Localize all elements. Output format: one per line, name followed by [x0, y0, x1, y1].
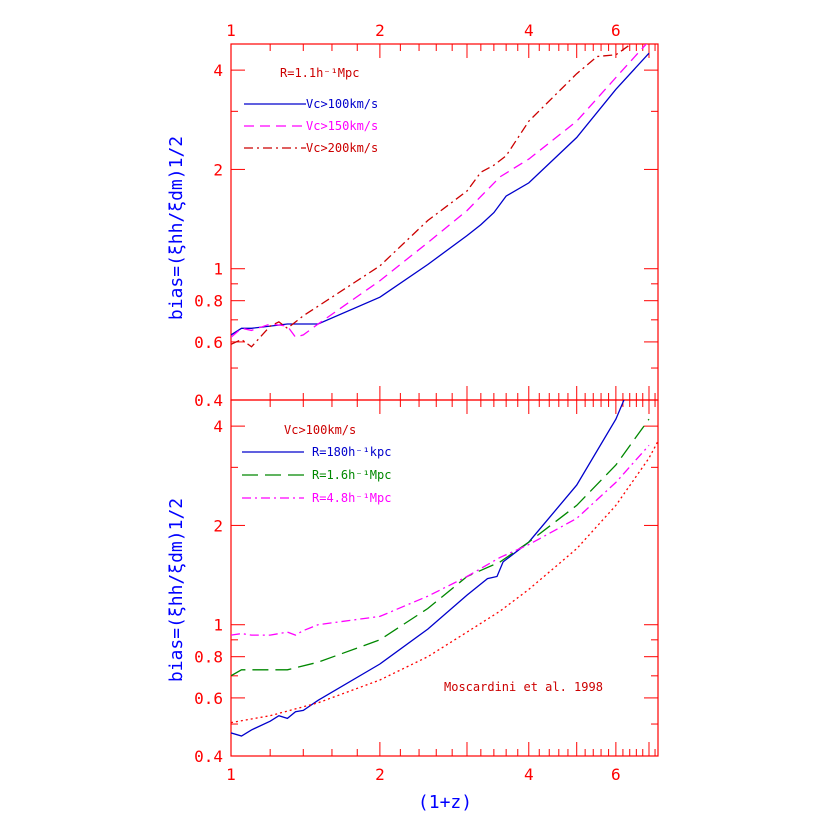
legend-label: R=4.8h⁻¹Mpc [312, 491, 391, 505]
series-line-3 [231, 440, 658, 724]
y-tick-label: 0.4 [194, 391, 223, 410]
bottom-y-axis-label: bias=(ξhh/ξdm)1/2 [166, 498, 187, 682]
y-tick-label: 4 [213, 61, 223, 80]
series-line-0 [231, 52, 650, 336]
y-tick-label: 0.6 [194, 333, 223, 352]
legend-label: Vc>150km/s [306, 119, 378, 133]
series-line-2 [231, 444, 650, 636]
x-tick-label: 4 [524, 765, 534, 784]
legend: R=1.1h⁻¹Mpc Vc>100km/s Vc>150km/s Vc>200km/… [244, 66, 378, 155]
y-tick-label: 2 [213, 160, 223, 179]
legend-label: Vc>100km/s [306, 97, 378, 111]
series-line-1 [231, 418, 650, 677]
top-y-axis-label: bias=(ξhh/ξdm)1/2 [166, 136, 187, 320]
y-tick-label: 0.6 [194, 689, 223, 708]
plot-frame [230, 43, 659, 401]
y-tick-label: 2 [213, 516, 223, 535]
x-tick-label: 1 [226, 765, 236, 784]
bottom-panel: 1 2 4 6 0.4 0.6 0.8 1 2 4 Vc>100km/s R=180h⁻¹kpc R=1… [194, 399, 659, 784]
x-tick-label: 2 [375, 765, 385, 784]
y-tick-label: 1 [213, 616, 223, 635]
x-tick-label-top: 1 [226, 21, 236, 40]
plot-frame [230, 399, 659, 757]
y-tick-label: 0.8 [194, 292, 223, 311]
x-tick-label-top: 4 [524, 21, 534, 40]
x-tick-label: 6 [611, 765, 621, 784]
x-tick-label-top: 2 [375, 21, 385, 40]
series-line-2 [231, 44, 633, 348]
y-tick-label: 0.8 [194, 648, 223, 667]
y-tick-label: 4 [213, 417, 223, 436]
legend: Vc>100km/s R=180h⁻¹kpc R=1.6h⁻¹Mpc R=4.8h⁻¹… [242, 423, 603, 694]
panel-annotation: R=1.1h⁻¹Mpc [280, 66, 359, 80]
series-line-1 [231, 44, 648, 338]
x-axis-label: (1+z) [418, 792, 472, 813]
legend-label: Vc>200km/s [306, 141, 378, 155]
reference-label: Moscardini et al. 1998 [444, 680, 603, 694]
x-tick-label-top: 6 [611, 21, 621, 40]
panel-annotation: Vc>100km/s [284, 423, 356, 437]
legend-label: R=1.6h⁻¹Mpc [312, 468, 391, 482]
legend-label: R=180h⁻¹kpc [312, 445, 391, 459]
top-panel: 1 2 4 6 0.4 0.6 0.8 1 2 4 R=1.1h⁻¹Mpc Vc>100km/s Vc>… [194, 21, 659, 410]
y-tick-label: 1 [213, 260, 223, 279]
y-tick-label: 0.4 [194, 747, 223, 766]
